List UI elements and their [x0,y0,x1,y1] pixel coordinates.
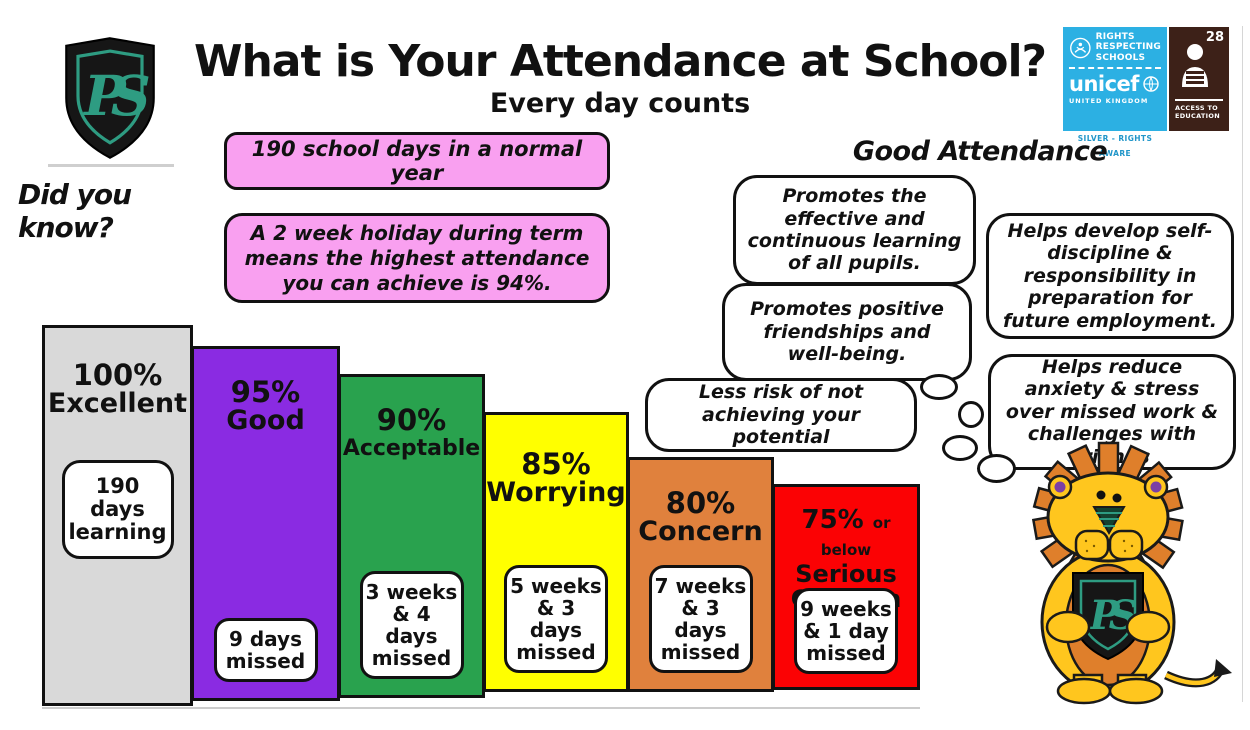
bar-percent-value: 75% [801,505,864,535]
lion-mascot: PS [988,437,1233,705]
bar-label: Concern [638,516,763,548]
article-label-1: ACCESS TO [1175,104,1219,112]
attendance-bar-75-serious-concern: 75% or below Serious Concern 9 weeks & 1… [772,484,920,690]
fact-box-school-days: 190 school days in a normal year [224,132,610,190]
unicef-rrs-badge: RIGHTS RESPECTING SCHOOLS unicef UNITED … [1063,27,1167,131]
unicef-globe-icon [1143,76,1159,92]
thought-bubble-circle [920,374,958,400]
bar-label: Excellent [47,388,188,420]
attendance-bar-95-good: 95% Good 9 days missed [191,346,340,701]
page-title: What is Your Attendance at School? [193,36,1047,87]
bar-percent: 90% [376,403,447,437]
bar-note: 9 weeks & 1 day missed [794,588,898,674]
article-28-badge: 28 ACCESS TO EDUCATION [1169,27,1229,131]
bar-percent: 80% [665,486,736,520]
crest-underline [48,164,174,167]
benefit-bubble-learning: Promotes the effective and continuous le… [733,175,976,285]
article-number: 28 [1205,30,1224,45]
school-crest-logo: PS [55,34,165,162]
bar-percent: 75% or below [775,505,917,562]
bar-percent-suffix: or below [820,514,891,560]
good-attendance-heading: Good Attendance [852,136,1108,167]
did-you-know-label: Did you know? [18,178,132,244]
lion-icon: PS [1031,441,1232,705]
access-to-education-icon [1182,44,1208,87]
shield-icon: PS [65,37,164,159]
thought-bubble-circle [942,435,978,461]
page-subtitle: Every day counts [489,88,751,119]
bar-percent: 85% [521,447,591,481]
attendance-bar-85-worrying: 85% Worrying 5 weeks & 3 days missed [483,412,629,692]
rrs-line3: SCHOOLS [1095,52,1146,63]
rrs-text: RIGHTS RESPECTING SCHOOLS [1096,32,1161,63]
article-label-2: EDUCATION [1175,112,1220,121]
silver-rights-aware-strip: SILVER - RIGHTS AWARE [1063,131,1167,158]
badge-divider [1175,99,1223,101]
bar-percent: 95% [230,375,301,409]
bar-note: 190 days learning [61,460,174,560]
rrs-emblem-icon [1070,37,1091,58]
rrs-line1: RIGHTS [1095,32,1135,42]
attendance-bar-80-concern: 80% Concern 7 weeks & 3 days missed [627,457,774,692]
benefit-bubble-friendships: Promotes positive friendships and well-b… [722,283,972,381]
bar-note: 7 weeks & 3 days missed [648,565,753,673]
bar-label: Good [226,405,305,437]
unicef-country: UNITED KINGDOM [1069,97,1149,106]
unicef-wordmark: unicef [1069,72,1139,97]
article-label: ACCESS TO EDUCATION [1175,104,1220,121]
bar-note: 5 weeks & 3 days missed [504,565,608,673]
rrs-line2: RESPECTING [1095,42,1161,53]
benefit-bubble-discipline: Helps develop self-discipline & responsi… [986,213,1234,339]
attendance-bar-90-acceptable: 90% Acceptable 3 weeks & 4 days missed [338,374,485,698]
attendance-bar-100-excellent: 100% Excellent 190 days learning [42,325,193,706]
bars-shadow-line [42,707,920,709]
thought-bubble-circle [958,401,984,428]
benefit-bubble-potential: Less risk of not achieving your potentia… [645,378,917,452]
fact-box-holiday: A 2 week holiday during term means the h… [224,213,610,303]
bar-percent: 100% [72,358,163,392]
bar-label: Worrying [486,477,626,509]
thought-bubble-circle [977,454,1016,483]
bar-label: Acceptable [342,436,481,462]
page-edge-line [1242,26,1243,702]
dashed-divider [1069,67,1161,70]
bar-note: 9 days missed [213,618,318,682]
bar-note: 3 weeks & 4 days missed [359,571,464,679]
